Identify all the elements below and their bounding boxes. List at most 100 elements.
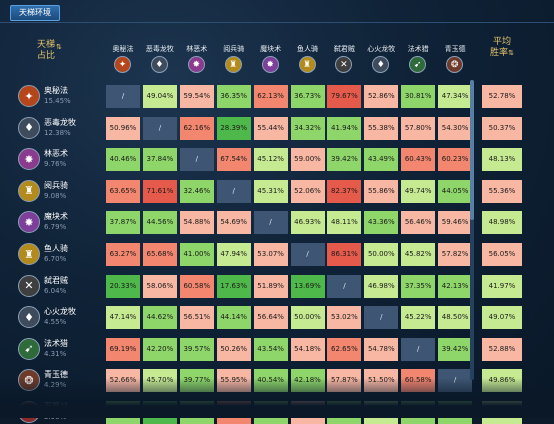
column-header: 弑君贼 [327, 24, 361, 54]
tab-ladder-environment[interactable]: 天梯环境 [10, 5, 60, 21]
matchup-cell: 63.65% [106, 179, 140, 203]
matchup-cell: 67.54% [216, 148, 251, 172]
matchup-cell: 62.65% [327, 337, 362, 361]
sort-header-ladder-share[interactable]: 天梯 占比 ⇅ [32, 40, 62, 62]
jade-druid-icon: ❂ [446, 56, 464, 73]
avg-header-line2: 胜率⇅ [490, 48, 514, 58]
matchup-cell: 42.13% [438, 274, 473, 298]
column-header: 青玉德 [438, 24, 472, 54]
avg-winrate-cell: 50.37% [482, 116, 522, 140]
sort-arrows-icon: ⇅ [56, 43, 62, 51]
matchup-cell: 53.07% [253, 243, 288, 266]
matchup-cell: 43.49% [364, 148, 399, 172]
matchup-cell: 79.67% [327, 85, 362, 108]
matchup-cell: / [327, 274, 362, 298]
matchup-cell: 60.23% [438, 148, 473, 172]
matchup-cell: 69.19% [106, 337, 140, 361]
dragon-priest-icon: ♦ [150, 56, 168, 73]
avg-winrate-cell: 55.36% [482, 179, 522, 203]
column-header-label: 奥秘法 [112, 45, 134, 53]
row-deck-name: 阅兵骑 [44, 180, 68, 190]
matchup-cell: / [179, 148, 214, 172]
matchup-cell: 82.37% [327, 179, 362, 203]
row-ladder-share: 9.08% [44, 191, 67, 200]
matchup-cell: 49.04% [142, 85, 177, 108]
row-deck-name: 魔块术 [44, 212, 68, 222]
matchup-cell: 37.35% [401, 274, 436, 298]
matchup-cell: 56.64% [253, 306, 288, 330]
matchup-cell: 36.35% [216, 85, 251, 108]
matchup-cell: 43.54% [253, 337, 288, 361]
matchup-cell: 54.69% [216, 211, 251, 235]
avg-winrate-cell: 52.88% [482, 337, 522, 361]
column-header-label: 鱼人骑 [297, 45, 318, 53]
matchup-cell: 54.88% [179, 211, 214, 235]
corner-header-line1: 天梯 [36, 40, 55, 50]
matchup-cell: 44.62% [142, 306, 177, 330]
matchup-cell: 58.06% [142, 274, 177, 298]
matchup-cell: 57.80% [401, 116, 436, 140]
matchup-cell: 46.98% [364, 274, 399, 298]
scrollbar-thumb[interactable] [470, 80, 474, 220]
column-header-label: 林恶术 [186, 45, 208, 53]
matchup-cell: 45.22% [401, 306, 436, 330]
matchup-cell: 45.82% [401, 243, 436, 266]
column-header: 心火龙牧 [364, 24, 398, 54]
row-deck-name: 鱼人骑 [44, 244, 68, 253]
matchup-cell: 36.73% [290, 85, 325, 108]
row-ladder-share: 12.38% [44, 128, 71, 137]
matchup-cell: 44.05% [438, 179, 473, 203]
matchup-cell: 47.14% [106, 306, 140, 330]
avg-winrate-cell: 49.07% [482, 306, 522, 330]
matchup-cell: 56.46% [401, 211, 436, 235]
avg-winrate-cell: 48.13% [482, 148, 522, 172]
matchup-cell: 62.13% [253, 85, 288, 108]
matchup-cell: 50.00% [364, 243, 399, 266]
avg-winrate-cell: 48.98% [482, 211, 522, 235]
row-deck-name: 法术猎 [44, 338, 68, 348]
avg-winrate-cell: 41.97% [482, 274, 522, 298]
dragon-priest-icon: ♦ [18, 116, 40, 139]
arcane-mage-icon: ✦ [114, 56, 131, 73]
row-deck-name: 奥秘法 [44, 86, 68, 95]
matchup-cell: 59.54% [179, 85, 214, 108]
row-deck-name: 林恶术 [44, 149, 68, 159]
matchup-cell: 59.00% [290, 148, 325, 172]
warlock-icon: ✸ [187, 56, 205, 73]
column-header-label: 青玉德 [444, 45, 466, 53]
column-header: 奥秘法 [106, 24, 140, 54]
column-header-label: 魔块术 [260, 45, 282, 53]
matchup-cell: 49.74% [401, 179, 436, 203]
row-ladder-share: 6.70% [44, 255, 67, 263]
column-header-label: 阅兵骑 [223, 45, 245, 53]
row-ladder-share: 9.76% [44, 160, 67, 169]
row-deck-name: 弑君贼 [44, 275, 68, 285]
matchup-cell: 37.87% [106, 211, 140, 235]
matchup-cell: 48.11% [327, 211, 362, 235]
matchup-cell: 20.33% [106, 274, 140, 298]
matchup-cell: 39.42% [327, 148, 362, 172]
scrollbar[interactable] [470, 80, 474, 380]
matchup-cell: 56.51% [179, 306, 214, 330]
column-header-label: 法术猎 [407, 45, 429, 53]
hunter-icon: ➹ [409, 56, 427, 73]
matchup-cell: 53.02% [327, 306, 362, 330]
sort-header-avg-winrate[interactable]: 平均 胜率⇅ [484, 37, 520, 59]
matchup-cell: 86.31% [327, 243, 362, 266]
matchup-cell: / [253, 211, 288, 235]
sort-arrows-icon: ⇅ [508, 49, 514, 57]
avg-header-line1: 平均 [492, 37, 511, 47]
row-ladder-share: 6.79% [44, 223, 67, 232]
matchup-cell: 40.46% [106, 148, 140, 172]
matchup-cell: 54.30% [438, 116, 473, 140]
row-deck-name: 恶毒龙牧 [44, 117, 76, 127]
row-deck-name: 心火龙牧 [44, 307, 76, 317]
matchup-cell: 46.93% [290, 211, 325, 235]
row-ladder-share: 4.31% [44, 349, 67, 358]
row-ladder-share: 15.45% [44, 97, 71, 105]
matchup-cell: 28.39% [216, 116, 251, 140]
matchup-cell: / [142, 116, 177, 140]
paladin-icon: ♜ [224, 56, 242, 73]
column-header: 鱼人骑 [291, 24, 325, 54]
matchup-cell: 54.78% [364, 337, 399, 361]
